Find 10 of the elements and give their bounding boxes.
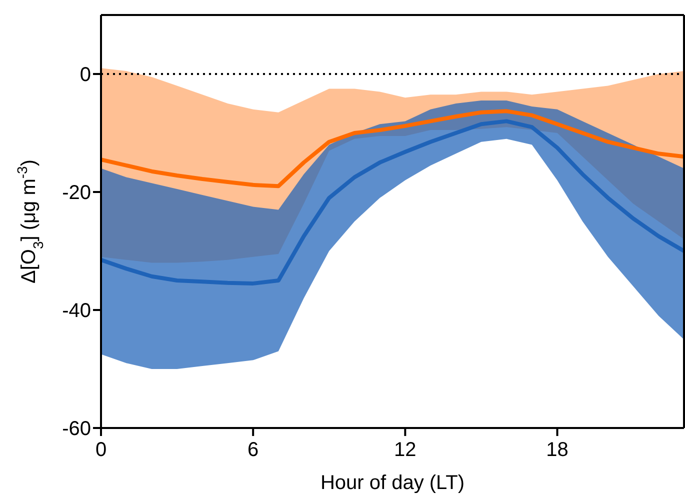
y-tick-label: 0 <box>80 64 91 86</box>
y-tick-label: -20 <box>62 182 91 204</box>
x-tick-label: 0 <box>95 439 107 462</box>
line-series <box>101 109 684 188</box>
y-tick-label: -40 <box>62 300 91 322</box>
x-tick-label: 12 <box>394 439 416 462</box>
y-tick-label: -60 <box>62 418 91 440</box>
x-axis-title: Hour of day (LT) <box>320 472 465 494</box>
x-tick-label: 18 <box>546 439 568 462</box>
x-tick-label: 6 <box>248 439 259 462</box>
